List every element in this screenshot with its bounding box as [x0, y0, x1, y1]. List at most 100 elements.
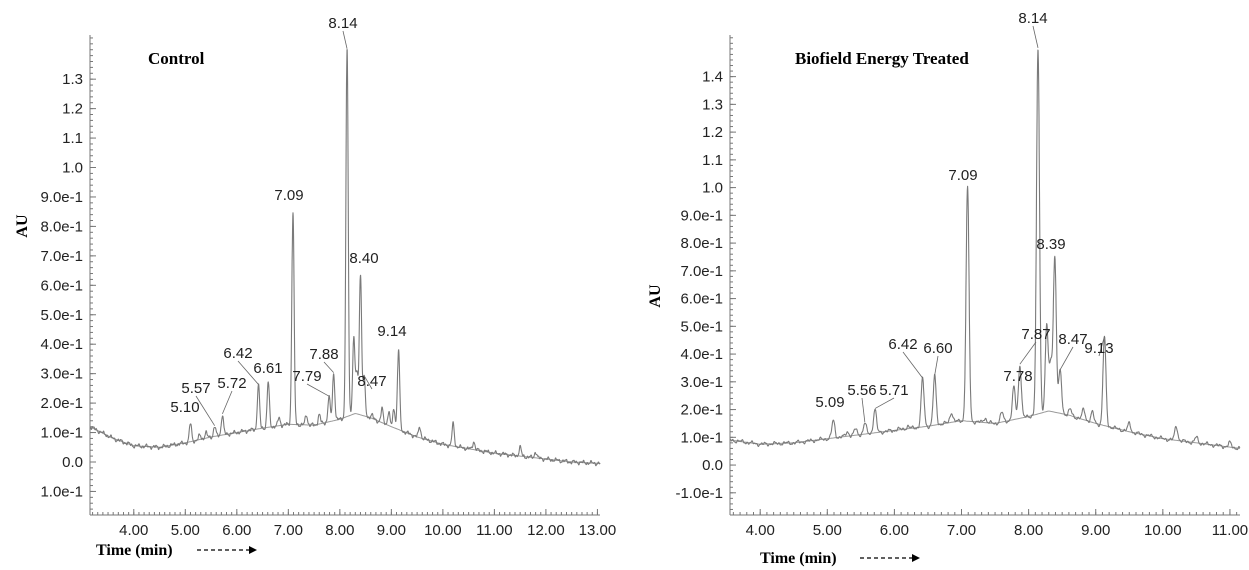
y-tick-label: 1.2 [62, 101, 83, 118]
peak-label: 8.40 [349, 250, 378, 267]
peak-leader-line [1059, 346, 1074, 370]
peak-label: 7.79 [292, 368, 321, 385]
y-tick-label: 6.0e-1 [40, 277, 83, 294]
peak-label: 7.09 [274, 187, 303, 204]
y-tick-label: 2.0e-1 [680, 402, 723, 419]
peak-label: 6.42 [223, 345, 252, 362]
peak-leader-line [934, 355, 939, 376]
peak-label: 8.47 [1058, 331, 1087, 348]
x-tick-label: 13.00 [579, 522, 617, 539]
y-tick-label: 1.0 [62, 160, 83, 177]
y-axis-label: AU [14, 214, 31, 238]
y-tick-label: 0.0 [62, 454, 83, 471]
chromatogram-trace [89, 49, 601, 467]
peak-label: 9.14 [377, 323, 406, 340]
y-tick-label: 1.4 [702, 69, 723, 86]
chart-title: Control [148, 49, 205, 68]
y-tick-label: 4.0e-1 [40, 336, 83, 353]
x-tick-label: 12.00 [527, 522, 565, 539]
y-tick-label: 1.1 [702, 152, 723, 169]
peak-label: 8.47 [357, 373, 386, 390]
x-tick-label: 4.00 [746, 522, 775, 539]
y-axis-label: AU [647, 284, 664, 308]
y-tick-label: 5.0e-1 [680, 318, 723, 335]
peak-label: 6.61 [253, 360, 282, 377]
peak-label: 8.39 [1036, 236, 1065, 253]
peak-leader-line [1098, 336, 1105, 357]
x-tick-label: 8.00 [1014, 522, 1043, 539]
time-arrow-head [912, 554, 920, 562]
y-tick-label: 2.0e-1 [40, 395, 83, 412]
y-tick-label: 7.0e-1 [680, 263, 723, 280]
y-tick-label: 4.0e-1 [680, 346, 723, 363]
peak-leader-line [306, 383, 330, 397]
y-tick-label: 7.0e-1 [40, 248, 83, 265]
y-tick-label: 1.3 [702, 96, 723, 113]
x-tick-label: 4.00 [119, 522, 148, 539]
x-tick-label: 10.00 [424, 522, 462, 539]
y-tick-label: 5.0e-1 [40, 307, 83, 324]
y-tick-label: 1.0 [702, 180, 723, 197]
peak-leader-line [237, 360, 259, 385]
x-tick-label: 8.00 [325, 522, 354, 539]
x-tick-label: 11.00 [476, 522, 512, 539]
peak-label: 6.42 [888, 336, 917, 353]
y-tick-label: 0.0 [702, 457, 723, 474]
peak-leader-line [195, 395, 216, 426]
peak-label: 5.71 [879, 382, 908, 399]
integration-baseline [89, 413, 601, 464]
y-tick-label: 9.0e-1 [680, 207, 723, 224]
peak-label: 5.09 [815, 394, 844, 411]
y-tick-label: 1.0e-1 [40, 483, 83, 500]
y-tick-label: 8.0e-1 [40, 218, 83, 235]
peak-label: 5.72 [217, 375, 246, 392]
x-tick-label: 10.00 [1144, 522, 1182, 539]
peak-leader-line [902, 351, 923, 379]
peak-label: 8.14 [328, 15, 357, 32]
x-tick-label: 7.00 [274, 522, 303, 539]
x-axis-label: Time (min) [760, 550, 837, 567]
peak-label: 5.56 [847, 382, 876, 399]
y-tick-label: 1.3 [62, 71, 83, 88]
y-tick-label: 1.0e-1 [40, 425, 83, 442]
peak-leader-line [1032, 25, 1039, 48]
peak-leader-line [342, 30, 348, 49]
x-axis-label: Time (min) [96, 542, 173, 559]
x-tick-label: 9.00 [377, 522, 406, 539]
y-tick-label: 1.2 [702, 124, 723, 141]
peak-leader-line [222, 390, 233, 415]
x-tick-label: 7.00 [947, 522, 976, 539]
peak-leader-line [323, 361, 334, 373]
peak-leader-line [874, 397, 895, 409]
peak-label: 7.88 [309, 346, 338, 363]
x-tick-label: 6.00 [222, 522, 251, 539]
peak-leader-line [363, 375, 373, 390]
peak-label: 7.09 [948, 167, 977, 184]
x-tick-label: 11.00 [1212, 522, 1248, 539]
peak-label: 6.60 [923, 340, 952, 357]
x-tick-label: 6.00 [880, 522, 909, 539]
peak-leader-line [861, 397, 866, 423]
x-tick-label: 5.00 [171, 522, 200, 539]
chromatogram-trace [729, 49, 1241, 451]
y-tick-label: 3.0e-1 [40, 366, 83, 383]
y-tick-label: 6.0e-1 [680, 291, 723, 308]
y-tick-label: 3.0e-1 [680, 374, 723, 391]
peak-label: 9.13 [1084, 340, 1113, 357]
peak-label: 5.10 [170, 399, 199, 416]
chart-panel-2: -1.0e-1 0.0 1.0e-1 2.0e-1 3.0e-1 4.0e-1 5.0e-1… [647, 10, 1248, 567]
y-tick-label: 8.0e-1 [680, 235, 723, 252]
peak-label: 5.57 [181, 380, 210, 397]
chart-panel-1: 1.0e-1 0.0 1.0e-1 2.0e-1 3.0e-1 4.0e-1 5.0e-1 6… [14, 15, 616, 559]
peak-label: 8.14 [1018, 10, 1047, 27]
peak-leader-line [1019, 341, 1037, 365]
chart-title: Biofield Energy Treated [795, 49, 969, 68]
x-tick-label: 9.00 [1081, 522, 1110, 539]
y-tick-label: 9.0e-1 [40, 189, 83, 206]
y-tick-label: -1.0e-1 [675, 485, 723, 502]
peak-label: 7.87 [1021, 326, 1050, 343]
time-arrow-head [249, 546, 257, 554]
y-tick-label: 1.0e-1 [680, 429, 723, 446]
integration-baseline [729, 410, 1241, 449]
